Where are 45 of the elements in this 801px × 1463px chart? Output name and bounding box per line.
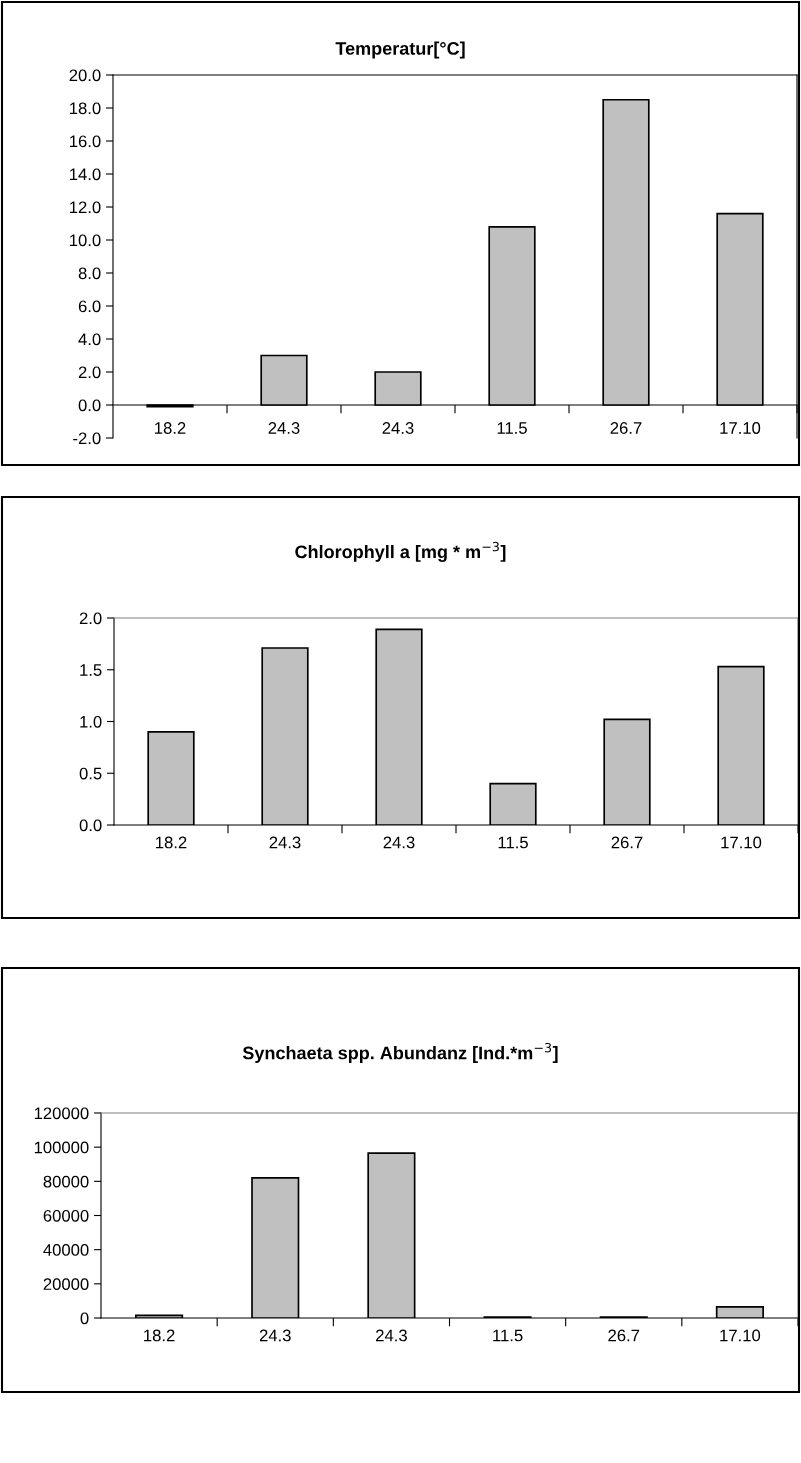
y-tick-label: 2.0 bbox=[78, 366, 101, 379]
x-tick-label: 11.5 bbox=[498, 836, 528, 849]
y-tick-label: 0.0 bbox=[78, 399, 101, 412]
x-tick-label: 24.3 bbox=[383, 836, 415, 849]
x-tick-label: 24.3 bbox=[259, 1329, 291, 1342]
y-tick-label: 20000 bbox=[43, 1278, 89, 1291]
x-tick-label: 26.7 bbox=[610, 422, 642, 434]
x-tick-label: 24.3 bbox=[269, 836, 301, 849]
y-tick-label: 18.0 bbox=[70, 102, 101, 115]
y-tick-label: 40000 bbox=[43, 1244, 89, 1256]
y-tick-label: 1.5 bbox=[80, 664, 102, 676]
y-tick-label: 20.0 bbox=[69, 69, 101, 82]
x-tick-label: 26.7 bbox=[608, 1329, 640, 1342]
y-tick-label: 12.0 bbox=[70, 201, 101, 214]
y-tick-label: 1.0 bbox=[80, 715, 102, 728]
y-tick-label: 2.0 bbox=[79, 612, 102, 625]
x-tick-label: 18.2 bbox=[156, 836, 187, 849]
y-tick-label: 10.0 bbox=[70, 234, 101, 247]
chart-title: Chlorophyll a [mg * m$^{−3}$] bbox=[295, 541, 506, 562]
y-tick-label: 0 bbox=[80, 1312, 89, 1325]
y-tick-label: 120000 bbox=[34, 1107, 89, 1120]
y-tick-label: 80000 bbox=[43, 1175, 89, 1188]
y-tick-label: 100000 bbox=[34, 1141, 89, 1154]
x-tick-label: 17.10 bbox=[721, 836, 762, 849]
x-tick-label: 24.3 bbox=[268, 422, 300, 434]
x-tick-label: 17.10 bbox=[720, 1329, 761, 1342]
chart-title: Synchaeta spp. Abundanz [Ind.*m$^{−3}$] bbox=[242, 1042, 558, 1063]
x-tick-label: 18.2 bbox=[144, 1329, 175, 1342]
y-tick-label: 6.0 bbox=[78, 300, 101, 313]
y-tick-label: 4.0 bbox=[78, 333, 101, 346]
y-tick-label: 16.0 bbox=[70, 135, 101, 148]
x-tick-label: 26.7 bbox=[611, 836, 643, 849]
y-tick-label: 0.5 bbox=[79, 767, 102, 780]
y-tick-label: 60000 bbox=[43, 1209, 89, 1222]
y-tick-label: 14.0 bbox=[70, 168, 101, 181]
chart-title: Temperatur[°C] bbox=[335, 41, 465, 59]
y-tick-label: 0.0 bbox=[79, 819, 102, 832]
x-tick-label: 24.3 bbox=[382, 422, 414, 434]
x-tick-label: 17.10 bbox=[720, 422, 761, 434]
y-tick-label: 8.0 bbox=[78, 267, 101, 280]
x-tick-label: 11.5 bbox=[497, 422, 527, 434]
y-tick-label: -2.0 bbox=[73, 432, 101, 445]
x-tick-label: 24.3 bbox=[376, 1329, 407, 1342]
x-tick-label: 11.5 bbox=[493, 1329, 523, 1342]
x-tick-label: 18.2 bbox=[155, 422, 186, 434]
